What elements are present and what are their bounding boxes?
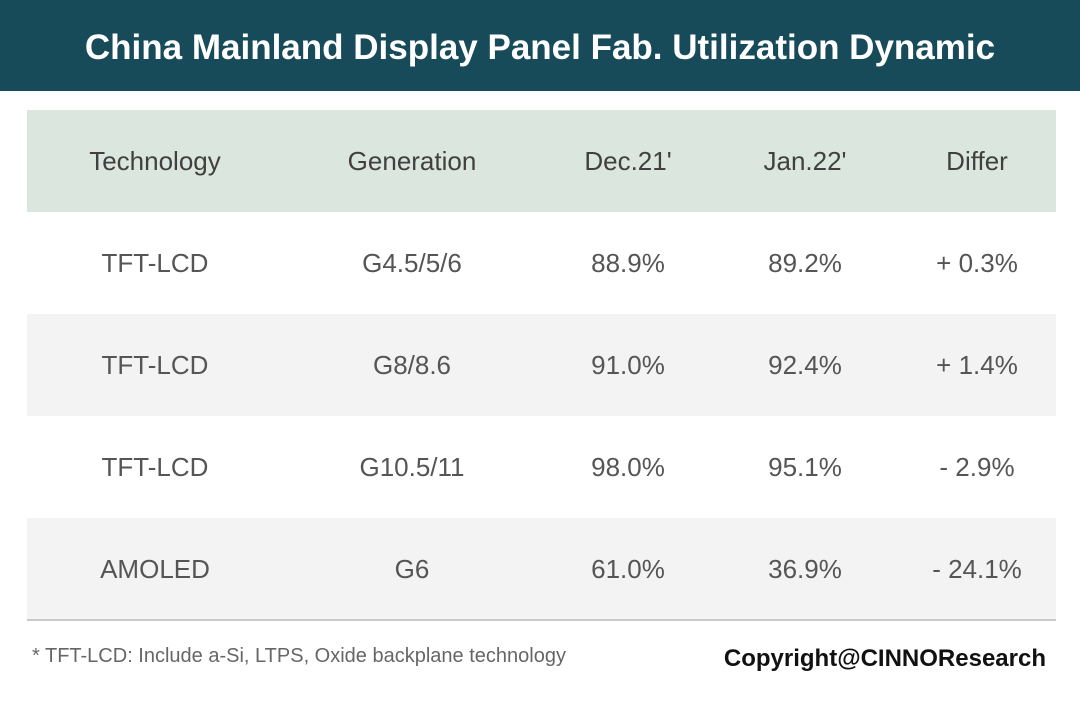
- column-header: Generation: [347, 146, 477, 176]
- table-cell: + 0.3%: [936, 248, 1018, 278]
- table-cell: G8/8.6: [372, 350, 452, 380]
- table-rule: [27, 619, 1056, 621]
- table-cell: G4.5/5/6: [362, 248, 462, 278]
- column-header: Dec.21': [584, 146, 672, 176]
- table-row: TFT-LCD G10.5/11 98.0% 95.1% - 2.9%: [27, 416, 1056, 518]
- table-cell: TFT-LCD: [101, 350, 209, 380]
- table-cell: 88.9%: [591, 248, 665, 278]
- table-cell: 61.0%: [591, 554, 665, 584]
- table-row: TFT-LCD G4.5/5/6 88.9% 89.2% + 0.3%: [27, 212, 1056, 314]
- table-cell: 36.9%: [768, 554, 842, 584]
- table-cell: 92.4%: [768, 350, 842, 380]
- table-row: TFT-LCD G8/8.6 91.0% 92.4% + 1.4%: [27, 314, 1056, 416]
- column-header: Technology: [89, 146, 221, 176]
- title: China Mainland Display Panel Fab. Utiliz…: [84, 28, 996, 67]
- table: Technology Generation Dec.21' Jan.22' Differ…: [27, 110, 1056, 620]
- table-cell: G10.5/11: [359, 452, 465, 482]
- copyright: Copyright@CINNOResearch: [723, 645, 1046, 672]
- footnote: * TFT-LCD: Include a-Si, LTPS, Oxide bac…: [32, 645, 566, 667]
- header-band: [0, 0, 1080, 91]
- table-cell: 91.0%: [591, 350, 665, 380]
- table-cell: - 24.1%: [932, 554, 1022, 584]
- header-row: Technology Generation Dec.21' Jan.22' Differ: [27, 110, 1056, 212]
- table-cell: TFT-LCD: [101, 452, 209, 482]
- column-header: Jan.22': [763, 146, 847, 176]
- table-cell: G6: [394, 554, 430, 584]
- table-cell: AMOLED: [100, 554, 210, 584]
- table-cell: 89.2%: [768, 248, 842, 278]
- table-cell: 98.0%: [591, 452, 665, 482]
- table-cell: TFT-LCD: [101, 248, 209, 278]
- table-cell: + 1.4%: [936, 350, 1018, 380]
- table-row: AMOLED G6 61.0% 36.9% - 24.1%: [27, 518, 1056, 620]
- table-cell: - 2.9%: [939, 452, 1015, 482]
- table-cell: 95.1%: [768, 452, 842, 482]
- column-header: Differ: [946, 146, 1008, 176]
